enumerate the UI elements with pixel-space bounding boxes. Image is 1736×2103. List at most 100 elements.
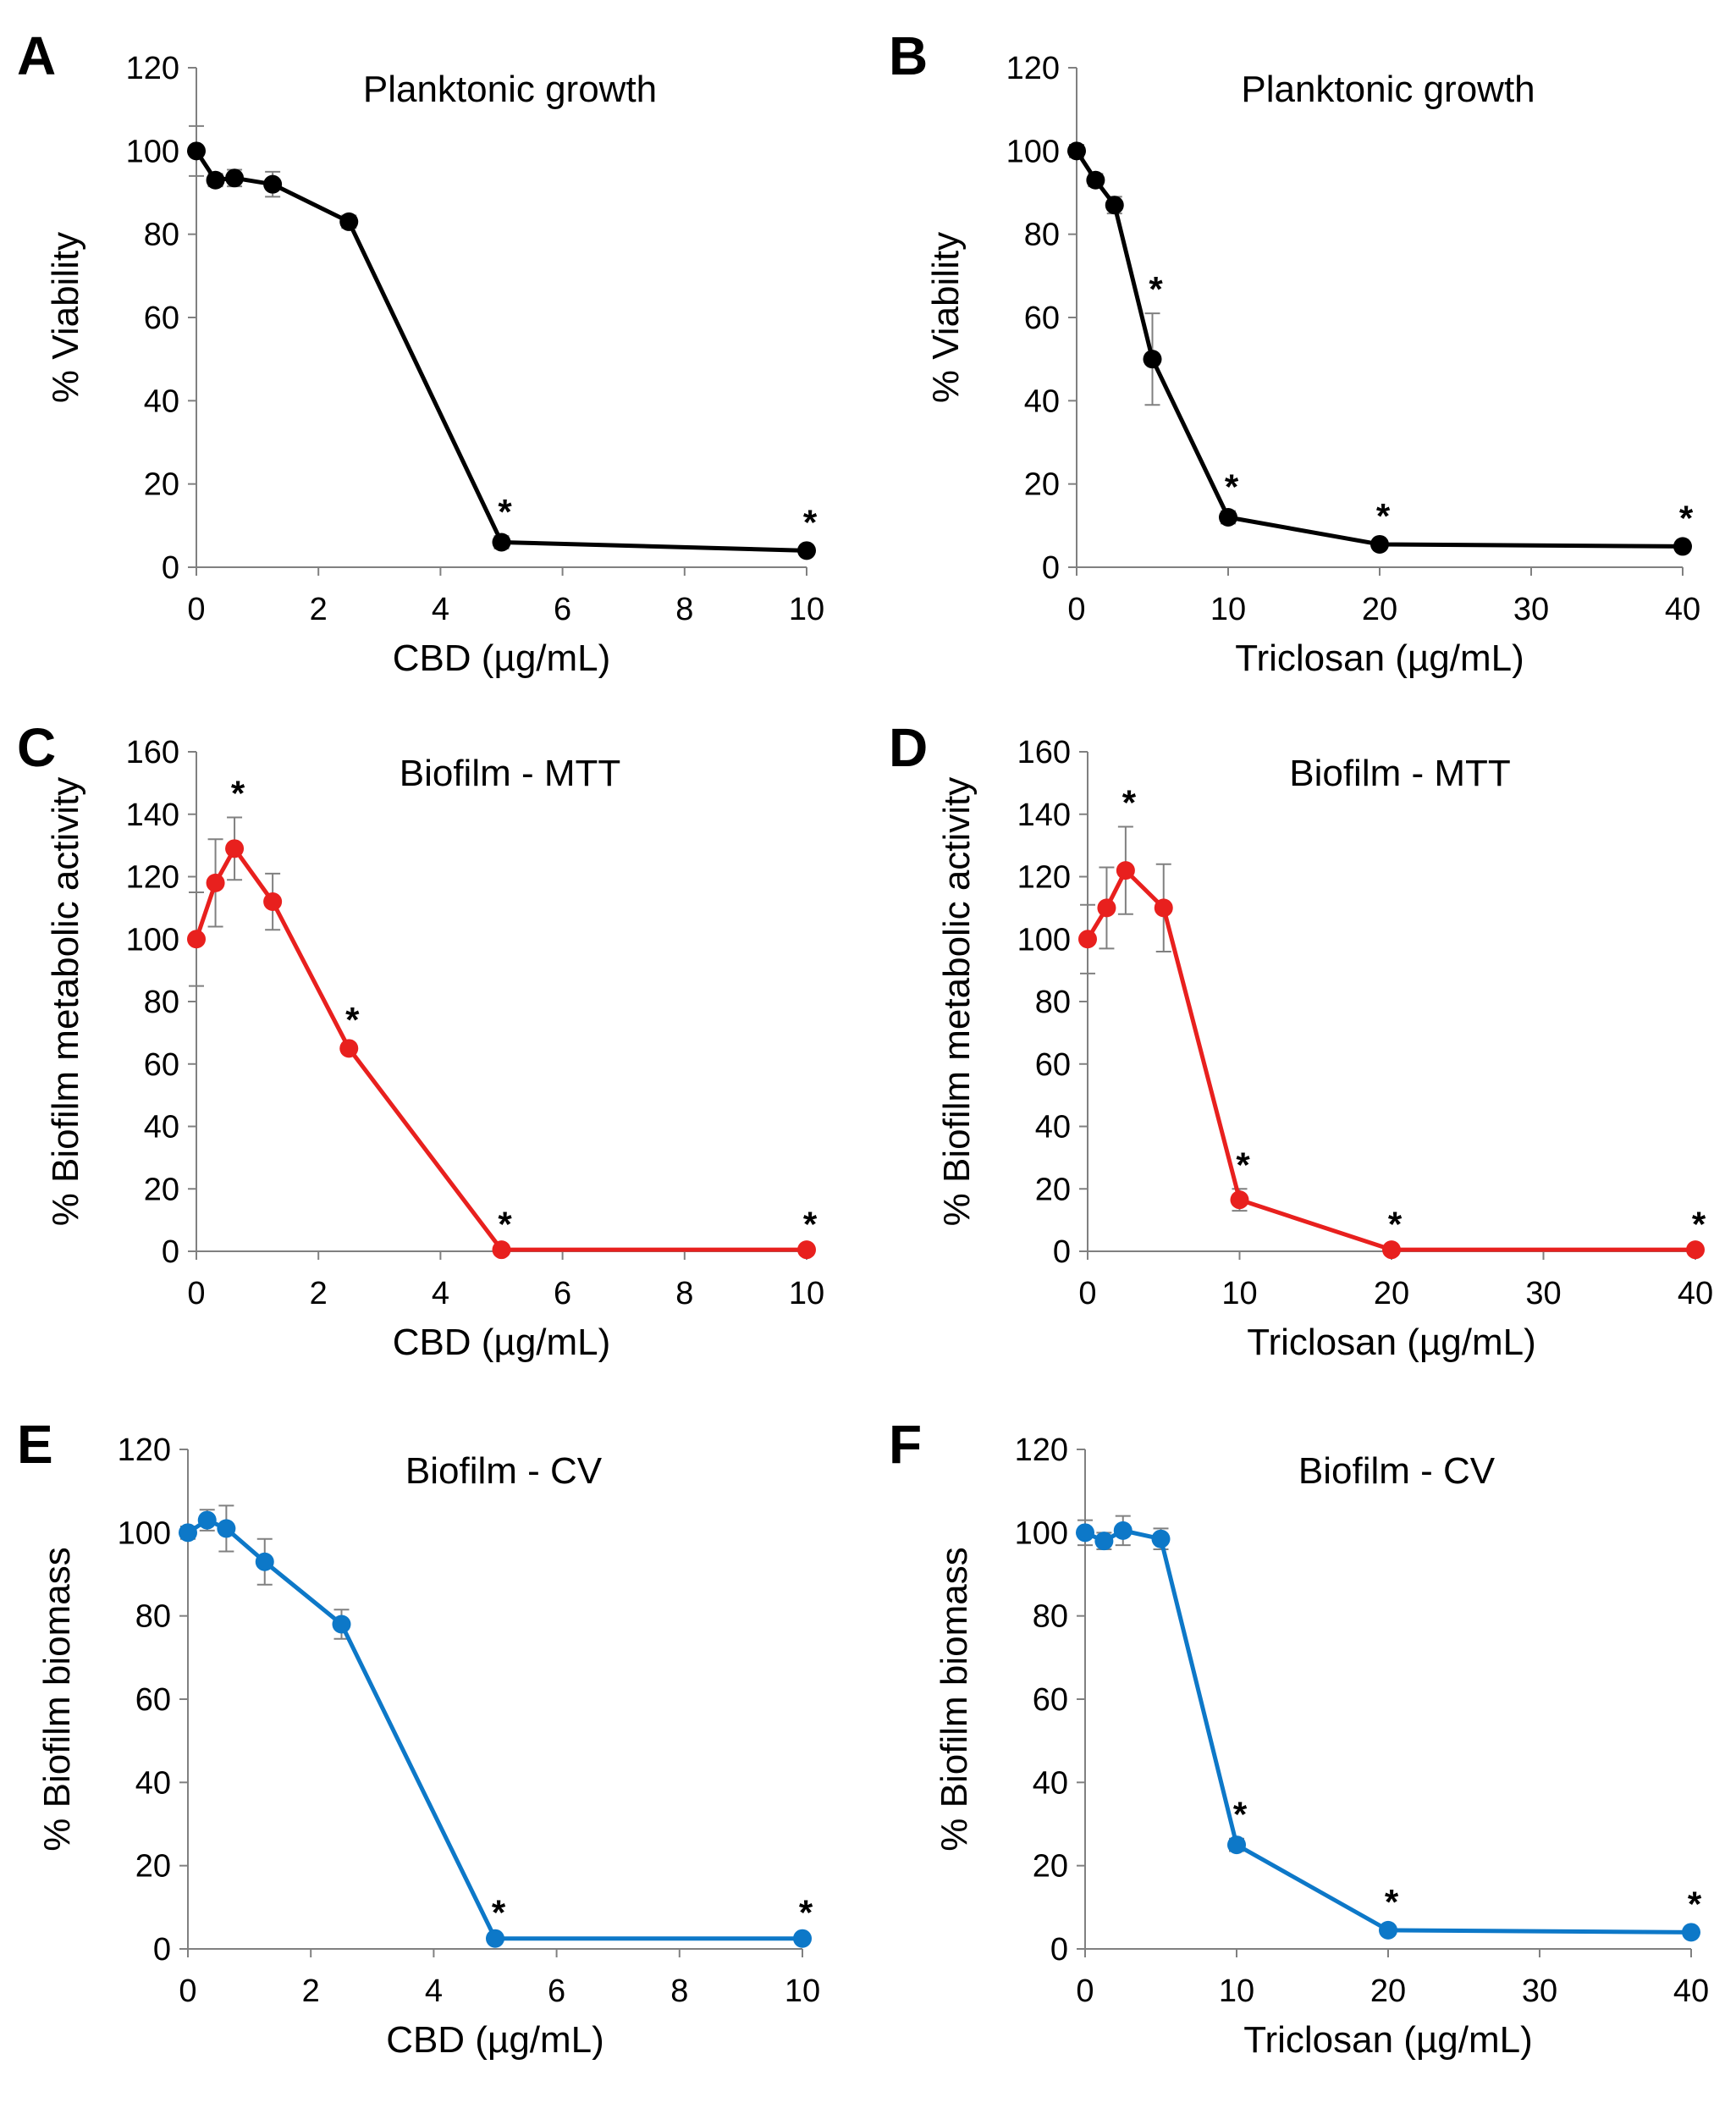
- chart-f-data-point: [1113, 1521, 1133, 1540]
- chart-c-y-axis-label: % Biofilm metabolic activity: [45, 777, 86, 1227]
- chart-e-panel-letter: E: [17, 1414, 53, 1475]
- chart-f-data-point: [1094, 1532, 1114, 1551]
- chart-d-y-tick-label: 40: [1035, 1110, 1071, 1145]
- chart-f-y-tick-label: 60: [1033, 1682, 1068, 1718]
- chart-a-x-tick-label: 8: [675, 592, 693, 627]
- chart-f-data-point: [1227, 1835, 1246, 1855]
- chart-a-panel-letter: A: [17, 25, 56, 86]
- chart-c-data-point: [263, 892, 283, 911]
- chart-a-x-tick-label: 6: [554, 592, 571, 627]
- chart-f-y-tick-label: 80: [1033, 1599, 1068, 1635]
- chart-d-title: Biofilm - MTT: [1289, 753, 1511, 794]
- chart-d-data-point: [1154, 898, 1173, 918]
- chart-e-data-point: [486, 1929, 504, 1948]
- chart-c-significance-star: *: [803, 1204, 818, 1244]
- chart-b-x-axis-label: Triclosan (µg/mL): [1235, 638, 1524, 679]
- chart-f-y-axis-label: % Biofilm biomass: [934, 1547, 975, 1851]
- chart-d-significance-star: *: [1692, 1204, 1706, 1244]
- chart-d-y-tick-label: 0: [1053, 1234, 1071, 1270]
- chart-e-y-tick-label: 40: [135, 1765, 171, 1801]
- chart-a-data-point: [339, 212, 359, 231]
- chart-d-x-axis-label: Triclosan (µg/mL): [1247, 1322, 1536, 1363]
- chart-a-y-axis-label: % Viability: [45, 232, 86, 403]
- chart-f-significance-star: *: [1233, 1795, 1248, 1835]
- chart-d-x-tick-label: 10: [1221, 1276, 1257, 1311]
- chart-d-y-tick-label: 100: [1017, 922, 1071, 958]
- chart-e-x-tick-label: 2: [302, 1973, 320, 2009]
- chart-f-x-axis-label: Triclosan (µg/mL): [1243, 2019, 1533, 2061]
- chart-d-significance-star: *: [1122, 783, 1137, 823]
- chart-a-x-tick-label: 0: [187, 592, 205, 627]
- chart-d-x-tick-label: 30: [1525, 1276, 1561, 1311]
- chart-c-y-tick-label: 100: [126, 922, 179, 958]
- chart-c-x-tick-label: 4: [432, 1276, 449, 1311]
- chart-c-panel-letter: C: [17, 717, 56, 778]
- chart-d-y-tick-label: 140: [1017, 798, 1071, 833]
- chart-b-data-point: [1067, 141, 1086, 161]
- chart-f-data-point: [1151, 1529, 1171, 1548]
- chart-c-x-tick-label: 0: [187, 1276, 205, 1311]
- chart-a-y-tick-label: 60: [144, 301, 179, 336]
- chart-e-series-line: [186, 1518, 802, 1941]
- chart-d-data-point: [1116, 861, 1135, 880]
- chart-d-y-tick-label: 120: [1017, 860, 1071, 896]
- chart-d-series-line: [1085, 868, 1695, 1252]
- chart-f-y-tick-label: 40: [1033, 1765, 1068, 1801]
- chart-c-x-tick-label: 10: [789, 1276, 824, 1311]
- chart-b-y-tick-label: 80: [1024, 218, 1060, 253]
- chart-e-y-tick-label: 0: [153, 1932, 171, 1968]
- chart-f-y-tick-label: 120: [1015, 1432, 1068, 1468]
- chart-d-data-point: [1097, 898, 1116, 918]
- chart-c-y-tick-label: 160: [126, 735, 179, 770]
- chart-a-series-line: [194, 149, 807, 553]
- chart-f-x-tick-label: 40: [1673, 1973, 1709, 2009]
- chart-b-y-axis-label: % Viability: [925, 232, 967, 403]
- chart-e-title: Biofilm - CV: [405, 1450, 603, 1492]
- chart-b-data-point: [1143, 350, 1162, 369]
- chart-e-data-point: [179, 1523, 197, 1543]
- chart-f-panel-letter: F: [889, 1414, 922, 1475]
- chart-b-y-tick-label: 120: [1006, 51, 1060, 86]
- chart-a-data-point: [797, 541, 816, 560]
- chart-f-data-point: [1379, 1920, 1397, 1940]
- chart-b-data-point: [1370, 534, 1389, 554]
- chart-e-x-tick-label: 0: [179, 1973, 196, 2009]
- chart-d-x-tick-label: 40: [1678, 1276, 1713, 1311]
- chart-a-significance-star: *: [498, 492, 512, 532]
- chart-c-y-tick-label: 40: [144, 1110, 179, 1145]
- chart-e-data-point: [217, 1519, 236, 1538]
- chart-c-y-tick-label: 140: [126, 798, 179, 833]
- chart-b-y-tick-label: 100: [1006, 134, 1060, 169]
- chart-f-x-tick-label: 20: [1370, 1973, 1406, 2009]
- chart-f-x-tick-label: 0: [1076, 1973, 1094, 2009]
- chart-a-y-tick-label: 120: [126, 51, 179, 86]
- chart-d-y-tick-label: 160: [1017, 735, 1071, 770]
- chart-e-data-point: [197, 1510, 217, 1530]
- chart-d-data-point: [1382, 1240, 1401, 1260]
- chart-e-data-point: [793, 1929, 812, 1948]
- chart-b-data-point: [1105, 196, 1124, 215]
- chart-c-title: Biofilm - MTT: [400, 753, 621, 794]
- chart-b-panel-letter: B: [889, 25, 928, 86]
- chart-b-x-tick-label: 0: [1067, 592, 1085, 627]
- chart-f-series-line: [1083, 1528, 1692, 1935]
- chart-b-y-tick-label: 60: [1024, 301, 1060, 336]
- chart-c-significance-star: *: [498, 1204, 512, 1244]
- chart-c-data-point: [797, 1240, 816, 1260]
- chart-c-y-tick-label: 20: [144, 1172, 179, 1207]
- chart-a-y-tick-label: 40: [144, 384, 179, 419]
- chart-c-significance-star: *: [231, 773, 245, 813]
- chart-a-y-tick-label: 20: [144, 467, 179, 503]
- chart-e-y-tick-label: 100: [118, 1515, 171, 1551]
- chart-b-y-tick-label: 40: [1024, 384, 1060, 419]
- chart-d-data-point: [1078, 930, 1097, 949]
- chart-b-significance-star: *: [1679, 499, 1694, 538]
- chart-e-y-tick-label: 20: [135, 1849, 171, 1885]
- chart-a-data-point: [206, 170, 225, 190]
- chart-f-significance-star: *: [1688, 1884, 1702, 1924]
- chart-a-y-tick-label: 80: [144, 218, 179, 253]
- chart-e-y-axis-label: % Biofilm biomass: [36, 1547, 78, 1851]
- chart-f-significance-star: *: [1385, 1882, 1399, 1922]
- chart-f-title: Biofilm - CV: [1298, 1450, 1496, 1492]
